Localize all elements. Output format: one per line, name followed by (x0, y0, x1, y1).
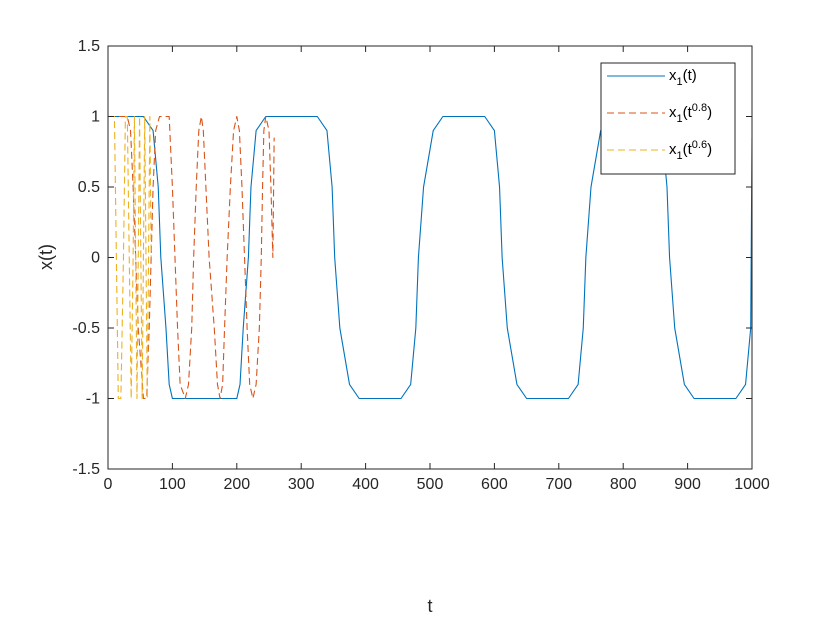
axes (107, 45, 753, 470)
legend-label-3: x1(t0.6) (669, 139, 712, 162)
x-tick-label: 300 (288, 476, 315, 493)
x-axis-label: t (427, 596, 432, 616)
x-tick-label: 0 (104, 476, 113, 493)
x-tick-label: 100 (159, 476, 186, 493)
y-tick-label: -0.5 (72, 320, 100, 337)
y-axis-label: x(t) (36, 244, 56, 270)
x-tick-label: 800 (610, 476, 637, 493)
series-line-3 (108, 115, 152, 400)
x-tick-label: 1000 (734, 476, 770, 493)
legend-label-1: x1(t) (669, 67, 697, 88)
legend: x1(t) x1(t0.8) x1(t0.6) (600, 62, 736, 175)
y-tick-label: -1 (86, 391, 100, 408)
x-tick-label: 700 (545, 476, 572, 493)
series-line-2 (108, 115, 275, 400)
x-tick-label: 500 (417, 476, 444, 493)
x-tick-label: 400 (352, 476, 379, 493)
x-tick-label: 200 (223, 476, 250, 493)
x-tick-label: 600 (481, 476, 508, 493)
y-tick-label: 1 (91, 109, 100, 126)
y-tick-label: 0 (91, 250, 100, 267)
tick-labels: 0 100 200 300 400 500 600 700 800 900 1000 -1.5 -1 -0… (72, 38, 769, 493)
legend-label-2: x1(t0.8) (669, 102, 712, 125)
x-tick-label: 900 (674, 476, 701, 493)
y-tick-label: 1.5 (78, 38, 100, 55)
legend-box (600, 62, 736, 175)
y-tick-label: 0.5 (78, 179, 100, 196)
y-tick-label: -1.5 (72, 461, 100, 478)
